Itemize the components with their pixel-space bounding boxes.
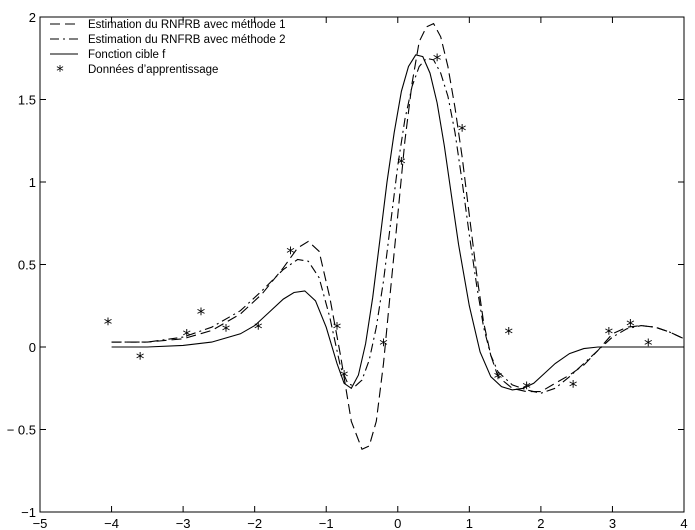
x-tick-label: 0 — [394, 516, 401, 530]
data-point-marker: * — [522, 379, 531, 399]
x-tick-label: 4 — [680, 516, 687, 530]
data-point-marker: * — [397, 155, 406, 175]
data-point-marker: * — [197, 305, 206, 325]
data-point-marker: * — [605, 325, 614, 345]
y-tick-label: − 0.5 — [7, 423, 36, 438]
data-point-marker: * — [333, 320, 342, 340]
legend-label: Estimation du RNFRB avec méthode 2 — [88, 34, 286, 46]
data-point-marker: * — [569, 377, 578, 397]
y-tick-label: 0.5 — [18, 258, 36, 273]
legend-marker: * — [56, 62, 64, 80]
data-point-marker: * — [626, 316, 635, 336]
data-point-marker: * — [286, 244, 295, 264]
y-tick-label: 2 — [29, 10, 36, 25]
y-tick-label: 1.5 — [18, 93, 36, 108]
x-tick-label: −4 — [104, 516, 119, 530]
data-point-marker: * — [433, 51, 442, 71]
y-tick-label: 0 — [29, 340, 36, 355]
x-tick-label: −2 — [247, 516, 262, 530]
x-tick-label: −5 — [33, 516, 48, 530]
data-point-marker: * — [504, 325, 513, 345]
axes-frame — [39, 16, 685, 513]
y-tick-label: 1 — [29, 175, 36, 190]
data-point-marker: * — [644, 336, 653, 356]
series-line-method-2 — [111, 57, 684, 394]
legend: Estimation du RNFRB avec méthode 1 Estima… — [50, 19, 286, 80]
x-tick-label: 2 — [537, 516, 544, 530]
data-point-marker: * — [494, 369, 503, 389]
y-tick-label: −1 — [21, 505, 36, 520]
legend-label: Données d’apprentissage — [88, 64, 218, 76]
x-tick-label: 1 — [466, 516, 473, 530]
data-point-marker: * — [136, 349, 145, 369]
series-line-target — [111, 54, 684, 391]
series-line-method-1 — [111, 22, 684, 451]
legend-label: Fonction cible f — [88, 49, 166, 61]
x-tick-label: 3 — [609, 516, 616, 530]
data-point-marker: * — [182, 326, 191, 346]
axes: −5 −4 −3 −2 −1 0 1 2 3 4 −1 − 0.5 0 0.5 1 1.5 2 — [7, 10, 688, 530]
x-tick-label: −1 — [319, 516, 334, 530]
data-point-marker: * — [458, 122, 467, 142]
x-tick-label: −3 — [176, 516, 191, 530]
data-point-marker: * — [340, 368, 349, 388]
plot-area: * * * * * * * * * * * * * * * * * * * * — [104, 22, 684, 451]
legend-label: Estimation du RNFRB avec méthode 1 — [88, 19, 286, 31]
data-point-marker: * — [222, 321, 231, 341]
data-point-marker: * — [104, 315, 113, 335]
data-point-marker: * — [379, 336, 388, 356]
data-point-marker: * — [254, 320, 263, 340]
